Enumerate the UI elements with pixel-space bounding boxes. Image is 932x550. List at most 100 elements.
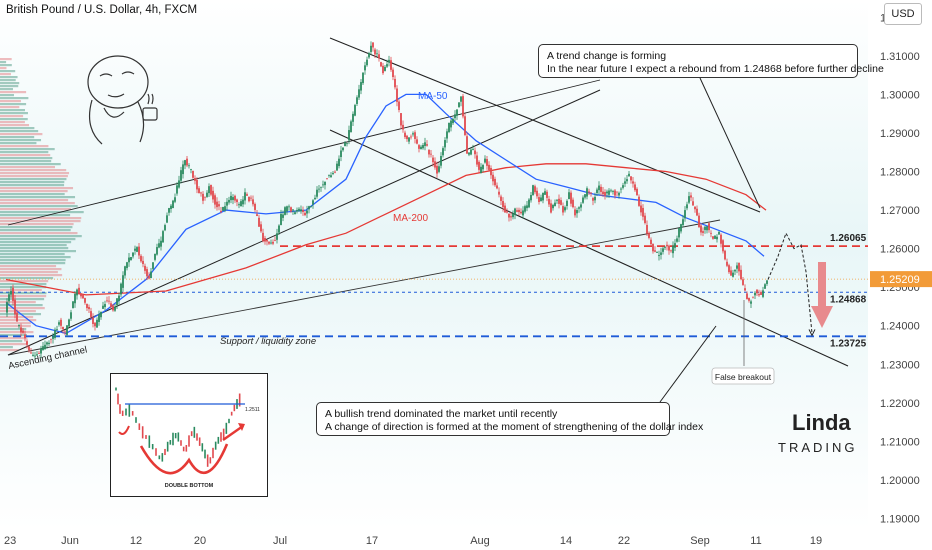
volume-profile-bar xyxy=(0,238,76,241)
candle-body xyxy=(762,290,764,297)
candle-body xyxy=(154,253,156,260)
candle-body xyxy=(190,168,192,170)
candle-body xyxy=(646,224,648,234)
y-tick-label: 1.23000 xyxy=(880,359,920,371)
candle-body xyxy=(256,214,258,217)
candle-body xyxy=(78,287,80,294)
ma-50-label: MA-50 xyxy=(418,91,448,102)
y-tick-label: 1.30000 xyxy=(880,89,920,101)
inset-candle xyxy=(180,440,182,446)
inset-candle xyxy=(201,443,204,452)
candle-body xyxy=(102,305,104,309)
inset-candle xyxy=(135,417,137,423)
descending-channel-lower xyxy=(329,129,849,367)
volume-profile-bar xyxy=(0,79,16,82)
candle-body xyxy=(50,338,52,340)
y-tick-label: 1.20000 xyxy=(880,475,920,487)
candle-body xyxy=(410,136,412,138)
candle-body xyxy=(568,192,570,199)
candle-body xyxy=(350,121,352,133)
candle-body xyxy=(684,210,686,219)
y-tick-label: 1.22000 xyxy=(880,398,920,410)
candle-body xyxy=(186,158,188,166)
candle-body xyxy=(764,284,766,289)
logo-line-1: Linda xyxy=(792,410,851,435)
candle-body xyxy=(526,205,528,209)
candle-body xyxy=(140,255,142,262)
candle-body xyxy=(264,237,266,242)
candle-body xyxy=(718,231,720,235)
candle-body xyxy=(430,153,432,155)
y-tick-label: 1.26000 xyxy=(880,244,920,256)
candle-body xyxy=(690,195,692,198)
candle-body xyxy=(216,201,218,208)
candle-body xyxy=(406,135,408,140)
volume-profile-bar xyxy=(0,280,49,283)
currency-selector[interactable]: USD xyxy=(884,3,922,25)
candle-body xyxy=(6,302,8,313)
candle-body xyxy=(620,188,622,190)
inset-candle xyxy=(182,446,185,452)
candle-body xyxy=(266,239,268,242)
candle-body xyxy=(96,319,98,328)
candle-body xyxy=(512,213,514,218)
candle-body xyxy=(756,289,758,294)
inset-candle xyxy=(164,448,166,456)
volume-profile-bar xyxy=(0,268,62,271)
candle-body xyxy=(338,158,340,167)
candle-body xyxy=(640,205,642,213)
candle-body xyxy=(148,275,150,279)
candle-body xyxy=(466,136,468,154)
thinking-character-illustration xyxy=(87,55,158,145)
candle-body xyxy=(318,188,320,190)
inset-candle xyxy=(174,432,177,439)
candle-body xyxy=(210,185,212,195)
volume-profile-bar xyxy=(0,292,47,295)
candle-body xyxy=(302,209,304,212)
candle-body xyxy=(32,354,34,356)
x-tick-label: 20 xyxy=(194,535,206,547)
candle-body xyxy=(298,208,300,211)
candle-body xyxy=(416,139,418,144)
volume-profile-bar xyxy=(0,166,55,169)
red-down-arrow-head xyxy=(811,306,833,328)
candle-body xyxy=(444,140,446,148)
candle-body xyxy=(664,247,666,248)
candle-body xyxy=(456,109,458,116)
volume-profile-bar xyxy=(0,193,65,196)
candle-body xyxy=(520,211,522,214)
candle-body xyxy=(214,195,216,205)
volume-profile-bar xyxy=(0,145,49,148)
candle-body xyxy=(442,148,444,156)
volume-profile-bar xyxy=(0,124,30,127)
candle-body xyxy=(130,257,132,261)
candle-body xyxy=(682,219,684,226)
volume-profile-bar xyxy=(0,277,54,280)
volume-profile-bar xyxy=(0,322,31,325)
candle-body xyxy=(8,294,10,302)
candle-body xyxy=(740,269,742,280)
volume-profile-bar xyxy=(0,160,52,163)
candle-body xyxy=(588,191,590,193)
candle-body xyxy=(24,334,26,339)
volume-profile-bar xyxy=(0,346,13,349)
candle-body xyxy=(514,208,516,215)
volume-profile-bar xyxy=(0,169,67,172)
candle-body xyxy=(310,206,312,207)
volume-profile-bar xyxy=(0,97,29,100)
volume-profile-bar xyxy=(0,187,74,190)
candle-body xyxy=(254,203,256,210)
inset-candle xyxy=(138,423,141,430)
candle-body xyxy=(320,186,322,188)
candle-body xyxy=(58,322,60,325)
volume-profile-bar xyxy=(0,181,65,184)
candle-body xyxy=(580,204,582,208)
candle-body xyxy=(600,186,602,192)
candle-body xyxy=(506,211,508,213)
volume-profile-bar xyxy=(0,250,77,253)
candle-body xyxy=(250,197,252,199)
volume-profile-bar xyxy=(0,256,71,259)
y-tick-label: 1.27000 xyxy=(880,205,920,217)
inset-candle xyxy=(233,404,236,412)
bottom-annotation-box: A bullish trend dominated the market unt… xyxy=(316,402,703,436)
